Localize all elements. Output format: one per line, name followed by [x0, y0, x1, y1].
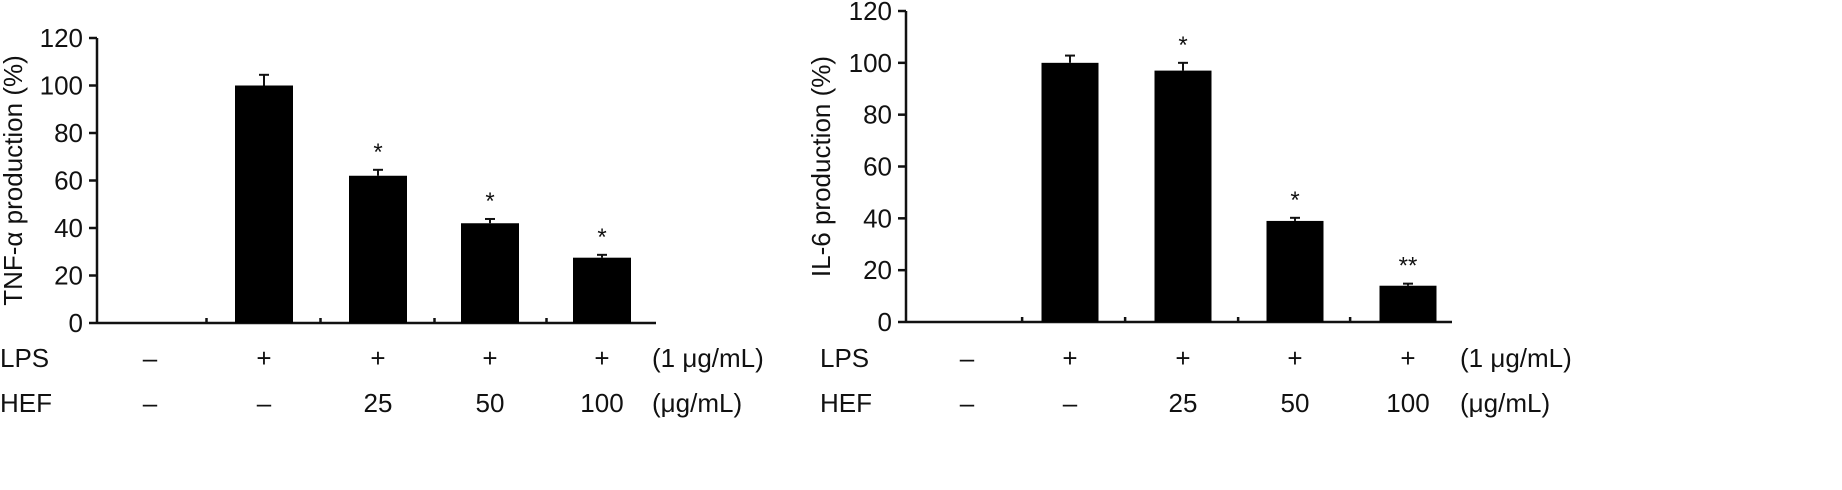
y-tick-label: 60 — [863, 152, 892, 182]
y-tick-label: 120 — [40, 23, 83, 53]
condition-value: – — [960, 388, 975, 418]
condition-unit: (μg/mL) — [652, 388, 742, 418]
condition-value: + — [1287, 343, 1302, 373]
condition-value: 50 — [476, 388, 505, 418]
condition-value: 50 — [1281, 388, 1310, 418]
condition-value: + — [1400, 343, 1415, 373]
condition-value: – — [257, 388, 272, 418]
condition-value: – — [143, 388, 158, 418]
y-tick-label: 80 — [863, 100, 892, 130]
y-tick-label: 60 — [54, 166, 83, 196]
bar — [1379, 285, 1437, 322]
y-tick-label: 0 — [878, 307, 892, 337]
significance-label: * — [597, 224, 606, 251]
condition-label: HEF — [0, 388, 52, 418]
condition-value: – — [960, 343, 975, 373]
condition-value: 100 — [580, 388, 623, 418]
condition-unit: (1 μg/mL) — [652, 343, 764, 373]
condition-unit: (1 μg/mL) — [1460, 343, 1572, 373]
bar — [1266, 220, 1324, 322]
bar — [235, 85, 293, 323]
condition-value: + — [370, 343, 385, 373]
condition-value: + — [594, 343, 609, 373]
condition-value: + — [1062, 343, 1077, 373]
y-axis-title: TNF-α production (%) — [0, 55, 28, 306]
bar — [1041, 62, 1099, 322]
y-axis-title: IL-6 production (%) — [806, 56, 836, 277]
significance-label: * — [1178, 32, 1187, 59]
bar — [573, 257, 631, 323]
condition-value: + — [1175, 343, 1190, 373]
condition-label: HEF — [820, 388, 872, 418]
significance-label: * — [485, 188, 494, 215]
y-tick-label: 80 — [54, 118, 83, 148]
condition-unit: (μg/mL) — [1460, 388, 1550, 418]
condition-value: 25 — [364, 388, 393, 418]
condition-value: + — [256, 343, 271, 373]
y-tick-label: 100 — [849, 48, 892, 78]
y-tick-label: 40 — [54, 213, 83, 243]
condition-value: 100 — [1386, 388, 1429, 418]
chart-panel-1: 0 20 40 60 80 100 120 TNF-α production (%) * * * LP… — [0, 23, 764, 418]
y-tick-label: 0 — [69, 308, 83, 338]
bar — [1154, 70, 1212, 322]
y-tick-label: 20 — [54, 261, 83, 291]
significance-label: ** — [1399, 253, 1418, 280]
y-tick-label: 20 — [863, 255, 892, 285]
significance-label: * — [1290, 187, 1299, 214]
condition-label: LPS — [820, 343, 869, 373]
condition-value: + — [482, 343, 497, 373]
condition-value: – — [143, 343, 158, 373]
bar — [461, 223, 519, 323]
y-tick-label: 100 — [40, 71, 83, 101]
condition-value: 25 — [1169, 388, 1198, 418]
significance-label: * — [373, 139, 382, 166]
condition-value: – — [1063, 388, 1078, 418]
condition-label: LPS — [0, 343, 49, 373]
bar — [349, 175, 407, 323]
y-tick-label: 120 — [849, 0, 892, 26]
y-tick-label: 40 — [863, 203, 892, 233]
